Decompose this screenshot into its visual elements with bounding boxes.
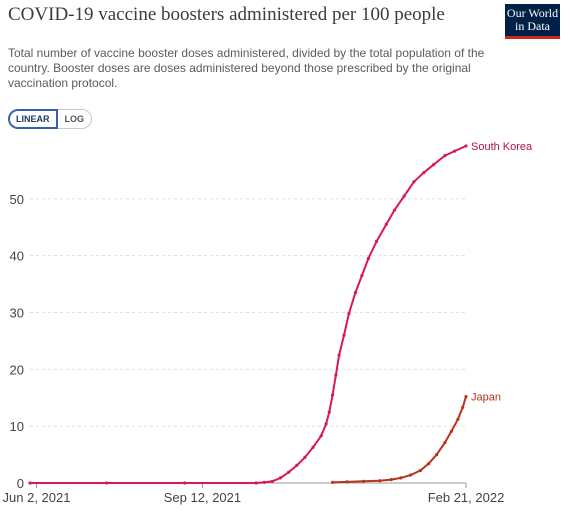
data-point [461,405,465,409]
data-point [464,144,468,148]
x-axis: Jun 2, 2021 Sep 12, 2021 Feb 21, 2022 [3,482,505,505]
data-point [345,480,349,484]
x-tick-label: Sep 12, 2021 [164,490,241,505]
owid-logo[interactable]: Our World in Data [505,4,560,39]
data-point [464,395,468,399]
data-point [399,476,403,480]
data-point [331,393,335,397]
data-point [324,422,328,426]
data-point [347,312,351,316]
y-grid [30,198,466,427]
data-point [374,239,379,244]
data-point [456,417,460,421]
data-point [327,410,331,414]
series-label-japan: Japan [471,392,501,404]
x-tick-label: Feb 21, 2022 [428,490,505,505]
linear-scale-button[interactable]: LINEAR [8,109,58,129]
data-point [270,479,274,483]
data-point [311,445,315,449]
data-point [28,481,32,485]
data-point [334,373,338,377]
data-point [254,481,258,485]
data-point [431,163,436,167]
chart-title: COVID-19 vaccine boosters administered p… [8,4,445,25]
data-point [366,256,370,261]
data-point [402,194,406,198]
y-axis: 0 10 20 30 40 50 [10,192,24,491]
data-point [435,453,439,457]
series-lines [28,144,468,485]
chart-subtitle: Total number of vaccine booster doses ad… [8,46,485,90]
data-point [303,455,307,459]
logo-line-1: Our World [506,6,559,20]
series-label-south-korea: South Korea [471,141,533,153]
data-point [183,481,187,485]
data-point [295,463,299,467]
data-point [443,441,447,445]
data-point [378,479,382,483]
data-point [278,476,283,480]
data-point [412,180,416,184]
data-point [331,480,335,484]
data-point [453,149,457,153]
data-point [409,473,413,477]
data-point [422,171,426,175]
scale-toggle: LINEAR LOG [8,109,92,129]
data-point [418,468,422,473]
logo-line-2: in Data [515,19,550,33]
data-point [337,353,341,357]
series-line-south-korea [30,145,467,484]
data-point [443,154,447,158]
data-point [427,462,431,466]
data-point [361,479,366,483]
y-tick-label: 50 [10,192,24,207]
series-labels: South Korea Japan [471,141,533,404]
y-tick-label: 0 [17,476,24,491]
data-point [287,470,291,474]
data-point [319,434,323,438]
x-tick-label: Jun 2, 2021 [3,490,71,505]
data-point [449,429,453,433]
data-point [104,481,109,485]
data-point [353,291,357,295]
data-point [262,480,266,484]
data-point [384,222,388,226]
y-tick-label: 20 [10,362,24,377]
log-scale-button[interactable]: LOG [57,109,92,129]
series-line-japan [332,396,467,484]
y-tick-label: 40 [10,249,24,264]
data-point [392,208,396,212]
y-tick-label: 30 [10,306,24,321]
data-point [342,333,346,337]
y-tick-label: 10 [10,419,24,434]
data-point [389,478,393,482]
data-point [360,274,364,278]
